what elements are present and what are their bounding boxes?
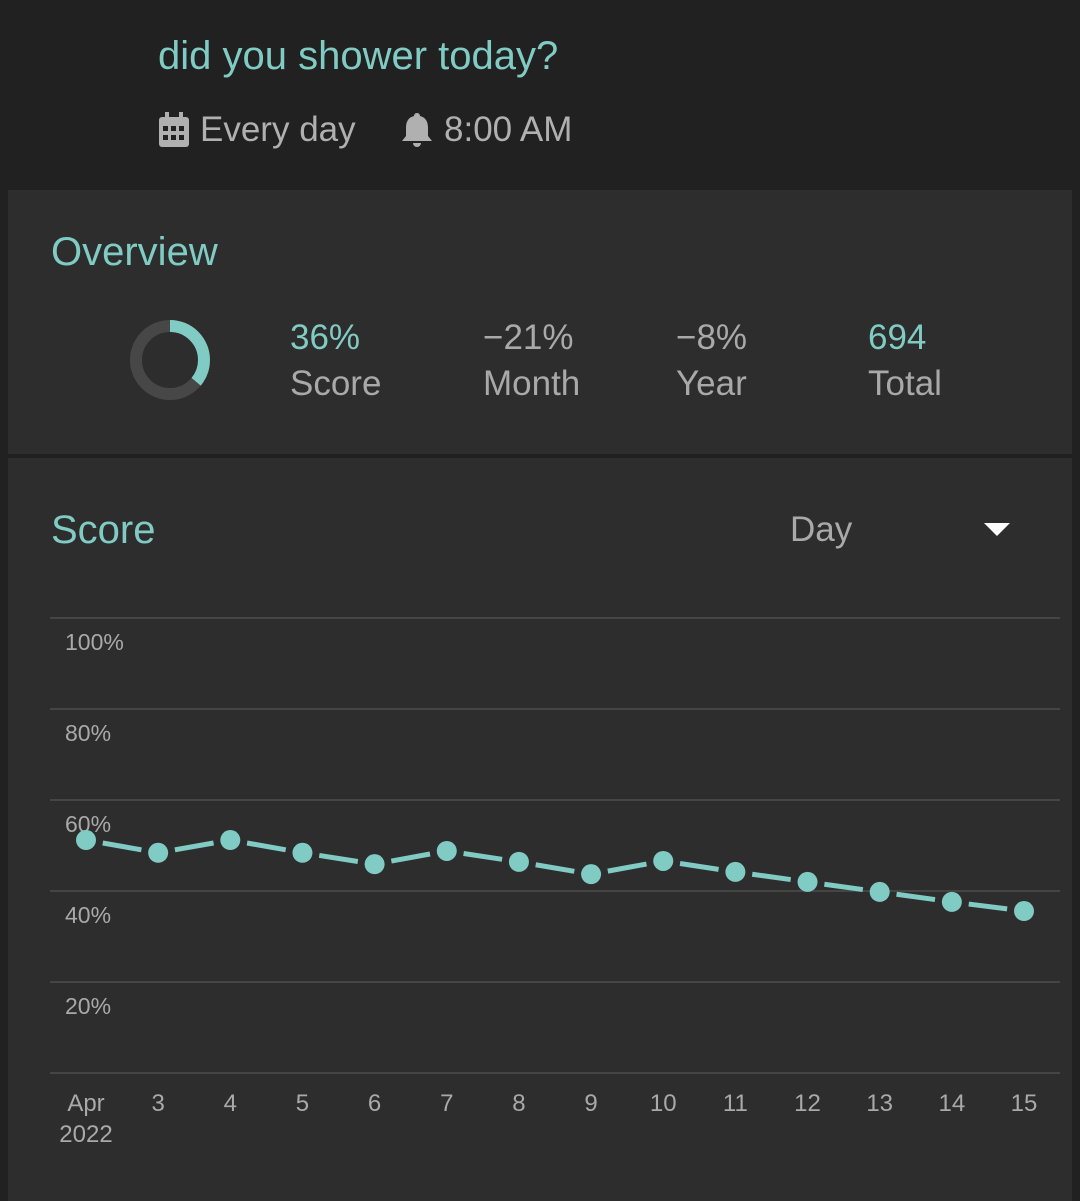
x-tick-label: 5 bbox=[296, 1090, 309, 1117]
score-card: Score Day bbox=[8, 458, 1072, 1201]
reminder: 8:00 AM bbox=[400, 110, 572, 150]
series-segment bbox=[968, 901, 1008, 912]
series-segment bbox=[679, 861, 719, 872]
series-segment bbox=[102, 840, 142, 853]
score-ring bbox=[130, 320, 210, 400]
y-tick-label: 80% bbox=[65, 720, 111, 746]
x-tick-label: 10 bbox=[650, 1090, 677, 1117]
data-point bbox=[76, 830, 96, 851]
x-year-label: 2022 bbox=[59, 1121, 112, 1148]
data-point bbox=[869, 881, 890, 902]
x-tick-label: 4 bbox=[224, 1090, 237, 1117]
x-tick-label: 9 bbox=[584, 1090, 597, 1117]
x-tick-label: 11 bbox=[723, 1090, 748, 1117]
score-title: Score bbox=[51, 508, 156, 552]
x-tick-label: 13 bbox=[866, 1090, 893, 1117]
stat-label: Score bbox=[290, 364, 382, 403]
reminder-time: 8:00 AM bbox=[444, 110, 573, 149]
period-dropdown[interactable]: Day bbox=[768, 504, 1058, 556]
x-tick-label: Apr bbox=[67, 1090, 104, 1117]
data-point bbox=[797, 871, 818, 892]
data-point bbox=[1014, 901, 1034, 922]
x-tick-label: 6 bbox=[368, 1090, 381, 1117]
dropdown-arrow-icon bbox=[984, 523, 1010, 536]
data-point bbox=[581, 864, 602, 885]
series-segment bbox=[607, 861, 647, 874]
overview-title: Overview bbox=[51, 230, 218, 274]
data-point bbox=[220, 830, 241, 851]
y-tick-label: 100% bbox=[65, 629, 124, 655]
habit-title: did you shower today? bbox=[158, 34, 559, 78]
data-point bbox=[364, 854, 385, 875]
period-value: Day bbox=[790, 510, 853, 549]
stat-year: −8% Year bbox=[676, 318, 747, 410]
x-tick-label: 12 bbox=[794, 1090, 821, 1117]
series-segment bbox=[246, 840, 287, 853]
x-tick-label: 3 bbox=[151, 1090, 164, 1117]
y-tick-label: 40% bbox=[65, 902, 111, 928]
bell-icon bbox=[402, 113, 432, 147]
y-tick-label: 20% bbox=[65, 993, 111, 1019]
x-tick-label: 14 bbox=[938, 1090, 965, 1117]
x-tick-label: 15 bbox=[1011, 1090, 1038, 1117]
series-segment bbox=[896, 891, 936, 903]
frequency: Every day bbox=[158, 110, 356, 150]
data-point bbox=[508, 851, 529, 872]
series-segment bbox=[463, 851, 503, 862]
x-tick-label: 7 bbox=[440, 1090, 453, 1117]
data-point bbox=[653, 850, 674, 871]
series-segment bbox=[824, 881, 864, 893]
data-point bbox=[148, 842, 169, 863]
stat-month: −21% Month bbox=[483, 318, 580, 410]
stat-value: −21% bbox=[483, 318, 574, 357]
stat-label: Month bbox=[483, 364, 581, 403]
series-segment bbox=[535, 862, 575, 874]
stat-value: 694 bbox=[868, 318, 927, 357]
frequency-label: Every day bbox=[200, 110, 356, 149]
series-segment bbox=[751, 871, 792, 883]
stat-value: 36% bbox=[290, 318, 361, 357]
series-segment bbox=[318, 852, 359, 864]
data-point bbox=[941, 891, 962, 912]
data-point bbox=[436, 840, 457, 861]
data-point bbox=[292, 842, 313, 863]
calendar-icon bbox=[159, 112, 189, 147]
data-point bbox=[725, 861, 746, 882]
stat-value: −8% bbox=[676, 318, 748, 357]
x-tick-label: 8 bbox=[512, 1090, 525, 1117]
series-segment bbox=[174, 840, 215, 853]
series-segment bbox=[390, 851, 431, 864]
stat-score: 36% Score bbox=[290, 318, 381, 410]
stat-label: Year bbox=[676, 364, 747, 403]
stat-total: 694 Total bbox=[868, 318, 942, 410]
overview-card: Overview bbox=[8, 190, 1072, 454]
stat-label: Total bbox=[868, 364, 942, 403]
